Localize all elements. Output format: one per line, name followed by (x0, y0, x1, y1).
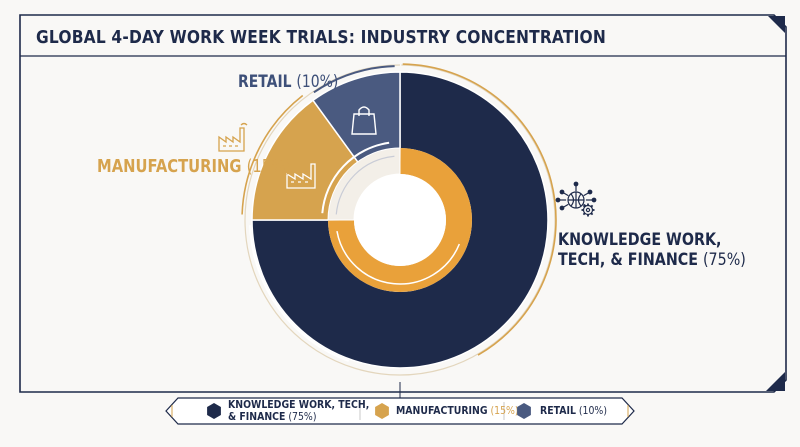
legend-knowledge-line1: KNOWLEDGE WORK, TECH, (228, 398, 370, 411)
legend-manufacturing-name: MANUFACTURING (396, 404, 488, 417)
legend-item-retail: RETAIL (10%) (540, 405, 619, 417)
callout-manufacturing-name: MANUFACTURING (97, 156, 242, 177)
callout-knowledge-line2: TECH, & FINANCE (558, 250, 699, 270)
outer-light-arc (249, 225, 350, 362)
callout-knowledge: KNOWLEDGE WORK, TECH, & FINANCE (75%) (558, 230, 746, 270)
network-gear-icon (555, 181, 597, 217)
legend-retail-pct: (10%) (578, 404, 607, 417)
callout-manufacturing: MANUFACTURING (15%) (97, 156, 291, 177)
legend-knowledge-line2: & FINANCE (228, 410, 286, 423)
donut-hole (354, 174, 446, 266)
callout-retail-pct: (10%) (296, 72, 339, 92)
factory-icon (286, 163, 316, 189)
segment-icons (218, 106, 597, 217)
chart-title: GLOBAL 4-DAY WORK WEEK TRIALS: INDUSTRY … (36, 27, 607, 48)
callout-retail: RETAIL (10%) (238, 72, 338, 92)
callout-knowledge-line1: KNOWLEDGE WORK, (558, 230, 722, 250)
callout-retail-name: RETAIL (238, 72, 292, 92)
inner-ring-knowledge-arc (328, 148, 473, 292)
outer-accent-knowledge (402, 63, 557, 356)
outer-accent-manufacturing (241, 94, 304, 215)
callout-knowledge-pct: (75%) (702, 250, 746, 270)
shopping-bag-icon (351, 106, 377, 135)
legend-item-manufacturing: MANUFACTURING (15%) (396, 405, 540, 417)
legend-item-knowledge: KNOWLEDGE WORK, TECH, & FINANCE (75%) (228, 398, 394, 424)
factory-callout-icon (218, 122, 248, 152)
outer-ring (244, 64, 556, 376)
callout-manufacturing-pct: (15%) (246, 156, 291, 177)
inner-highlight-arc-2 (335, 155, 395, 215)
inner-highlight-arc-1 (336, 230, 461, 285)
legend-knowledge-pct: (75%) (288, 410, 317, 423)
donut-chart (241, 63, 557, 376)
legend-manufacturing-pct: (15%) (490, 404, 519, 417)
outer-accent-retail (313, 65, 395, 94)
legend-retail-name: RETAIL (540, 404, 576, 417)
inner-highlight-arc-3 (321, 141, 390, 214)
